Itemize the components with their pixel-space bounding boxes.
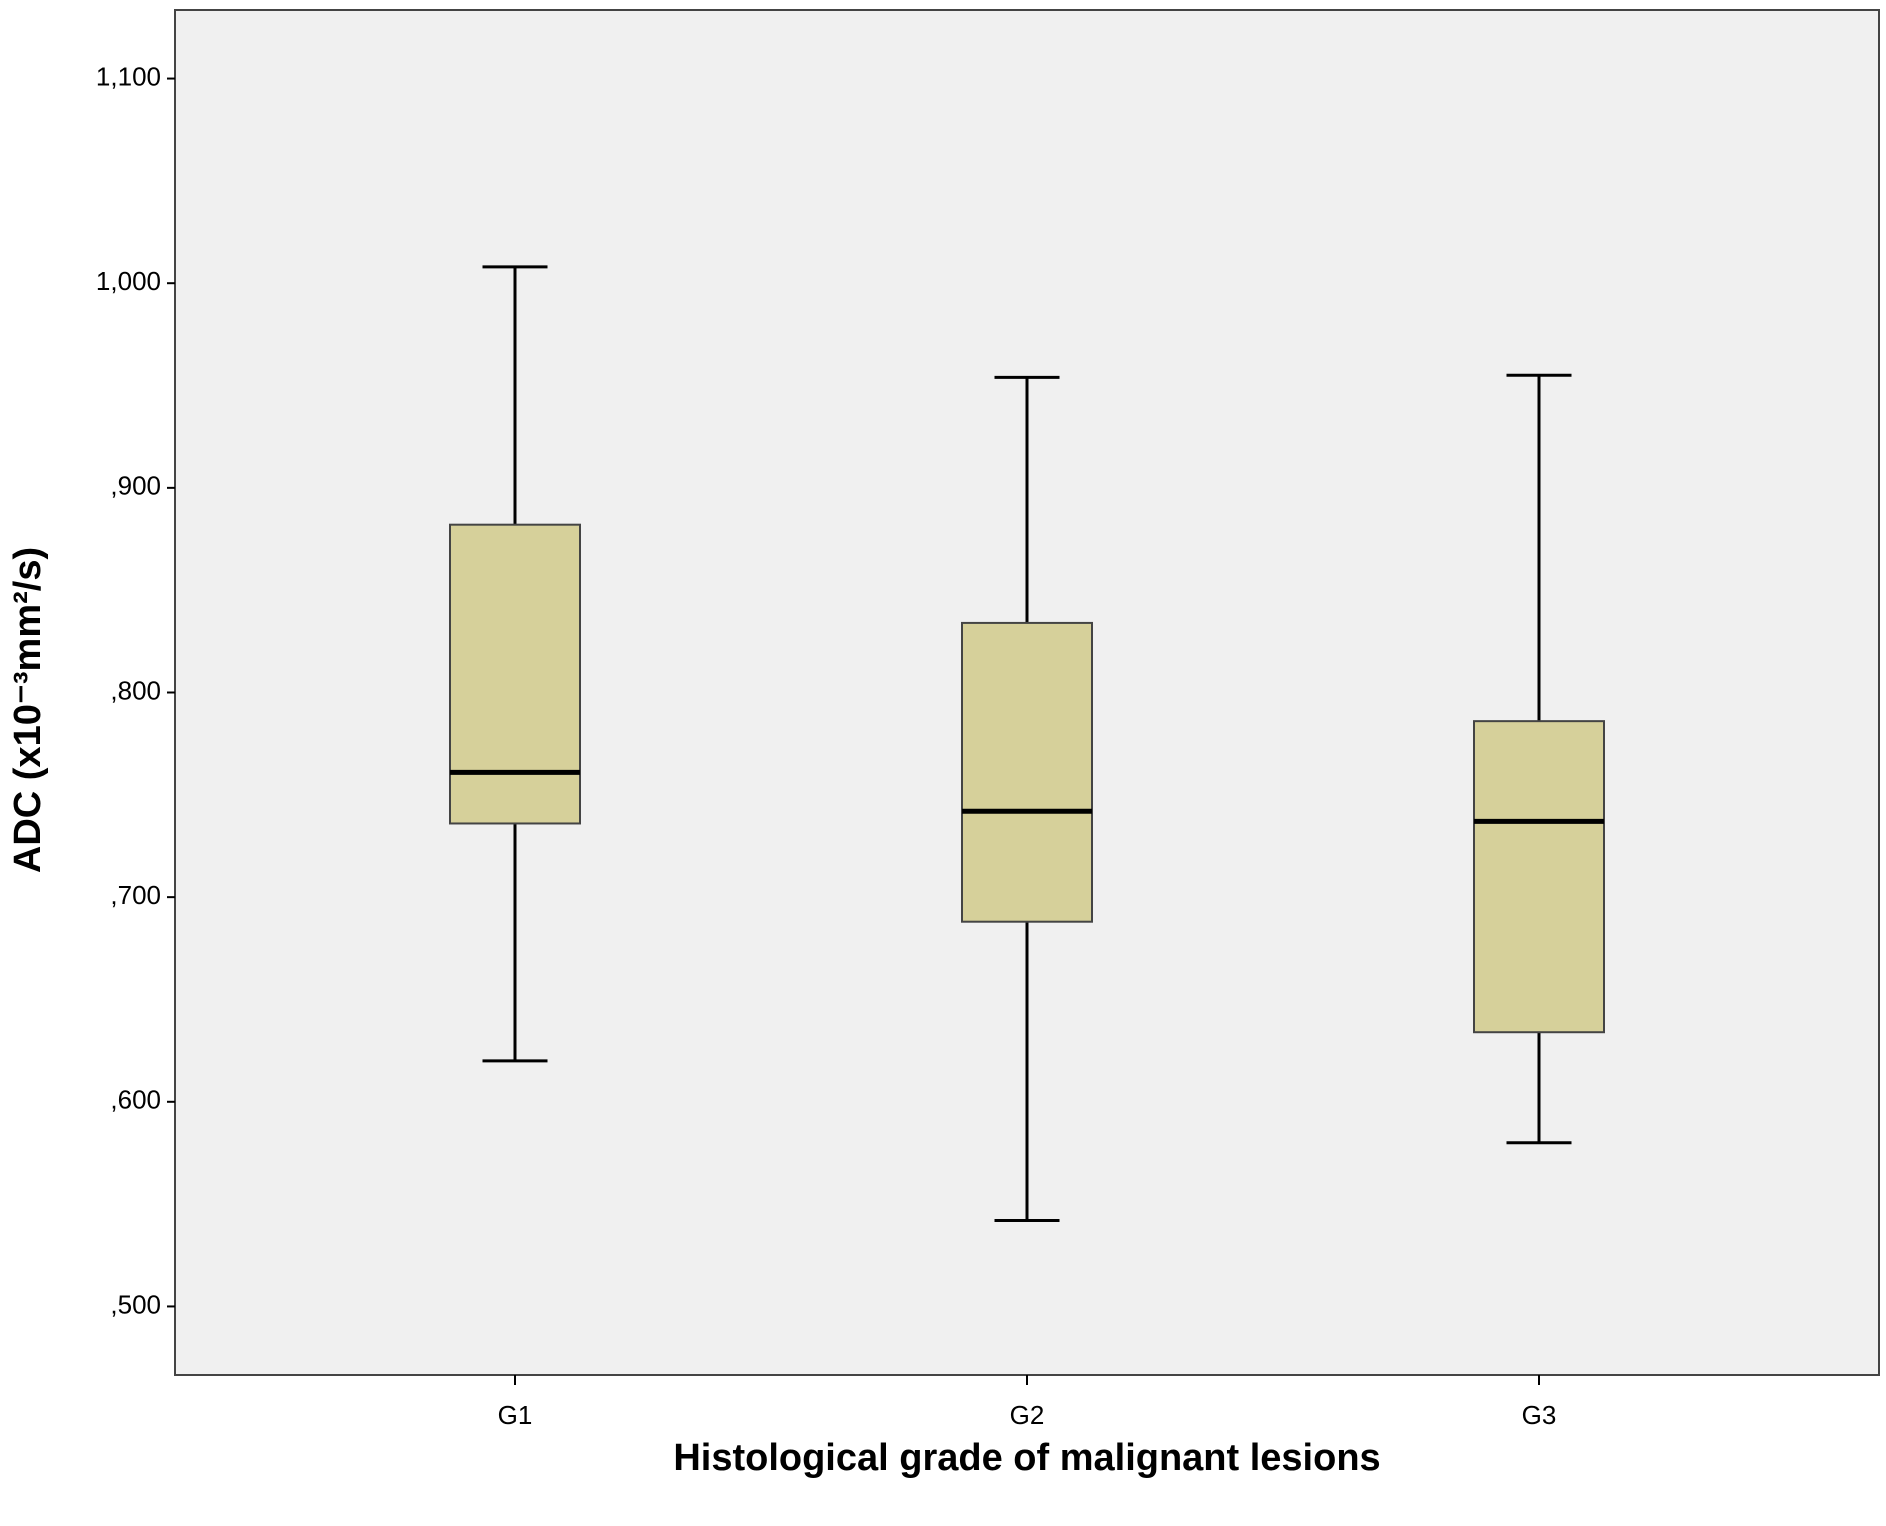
y-tick-label: 1,100	[96, 61, 161, 91]
x-tick-label: G1	[498, 1400, 533, 1430]
box	[961, 621, 1093, 923]
x-axis-title: Histological grade of malignant lesions	[673, 1437, 1380, 1479]
box	[1473, 720, 1605, 1034]
y-tick-label: ,500	[110, 1289, 161, 1319]
y-tick-label: ,600	[110, 1085, 161, 1115]
y-axis-title: ADC (x10⁻³mm²/s)	[7, 547, 49, 873]
x-tick-label: G2	[1010, 1400, 1045, 1430]
y-tick-label: ,800	[110, 675, 161, 705]
y-tick-label: 1,000	[96, 266, 161, 296]
x-tick-label: G3	[1522, 1400, 1557, 1430]
y-tick-label: ,700	[110, 880, 161, 910]
box	[449, 523, 581, 825]
y-tick-label: ,900	[110, 471, 161, 501]
